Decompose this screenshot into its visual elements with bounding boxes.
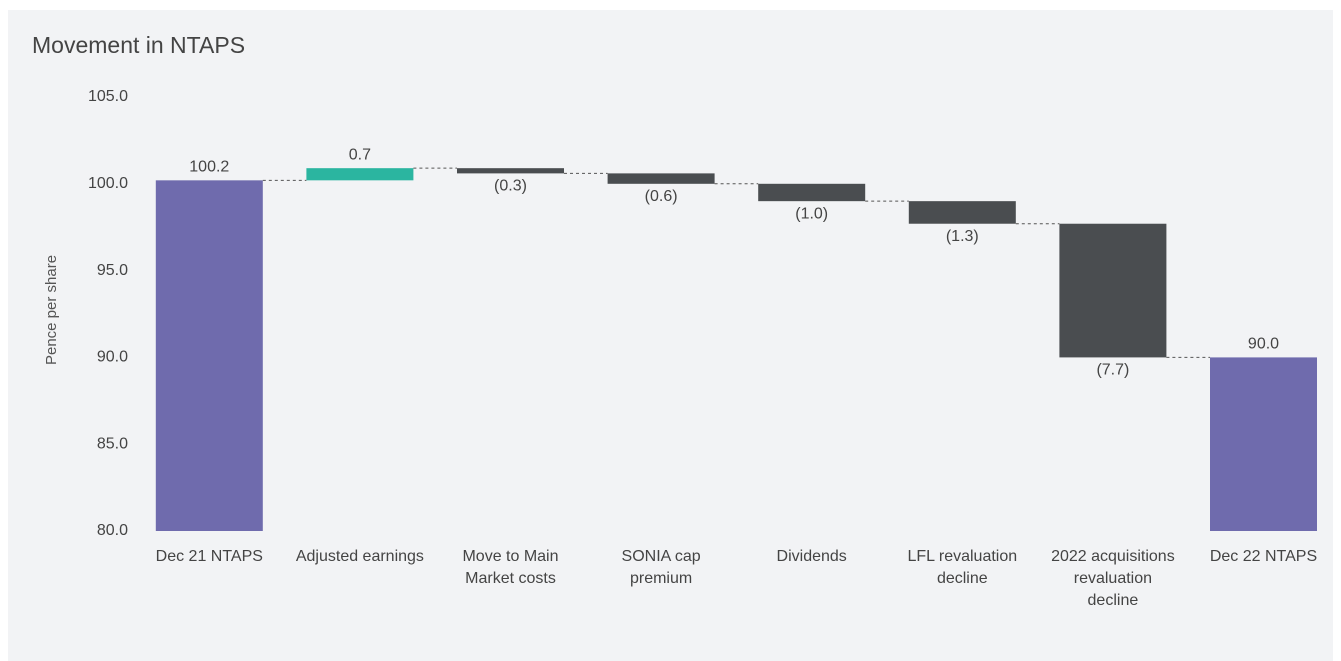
x-tick-label: 2022 acquisitions revaluation decline (1051, 548, 1175, 609)
value-label: 0.7 (349, 146, 371, 163)
bar (758, 183, 866, 202)
y-axis-label: Pence per share (43, 255, 60, 365)
x-tick-label: Dec 21 NTAPS (155, 548, 263, 565)
x-tick-label: Dec 22 NTAPS (1209, 548, 1318, 565)
value-label: (7.7) (1096, 362, 1129, 379)
y-tick-label: 85.0 (97, 435, 128, 452)
value-label: (1.0) (795, 205, 828, 222)
value-label: 100.2 (189, 159, 229, 176)
bar (457, 168, 564, 174)
x-tick-label: SONIA cap premium (621, 548, 701, 587)
value-label: (0.6) (645, 188, 678, 205)
y-tick-label: 105.0 (88, 88, 128, 105)
y-tick-label: 95.0 (97, 262, 128, 279)
x-tick-label: Move to Main Market costs (462, 548, 559, 587)
bar (306, 168, 414, 181)
bar (908, 201, 1016, 224)
y-tick-label: 100.0 (88, 175, 128, 192)
x-tick-label: Adjusted earnings (295, 548, 424, 565)
bar (1059, 223, 1167, 358)
value-label: (1.3) (946, 228, 979, 245)
y-tick-label: 90.0 (97, 349, 128, 366)
chart-title: Movement in NTAPS (32, 32, 245, 58)
y-tick-label: 80.0 (97, 522, 128, 539)
bar (155, 180, 263, 531)
x-tick-label: LFL revaluation decline (907, 548, 1018, 587)
value-label: (0.3) (494, 178, 527, 195)
bar (607, 173, 715, 184)
x-tick-label: Dividends (776, 548, 847, 565)
value-label: 90.0 (1248, 336, 1279, 353)
bar (1210, 357, 1317, 531)
